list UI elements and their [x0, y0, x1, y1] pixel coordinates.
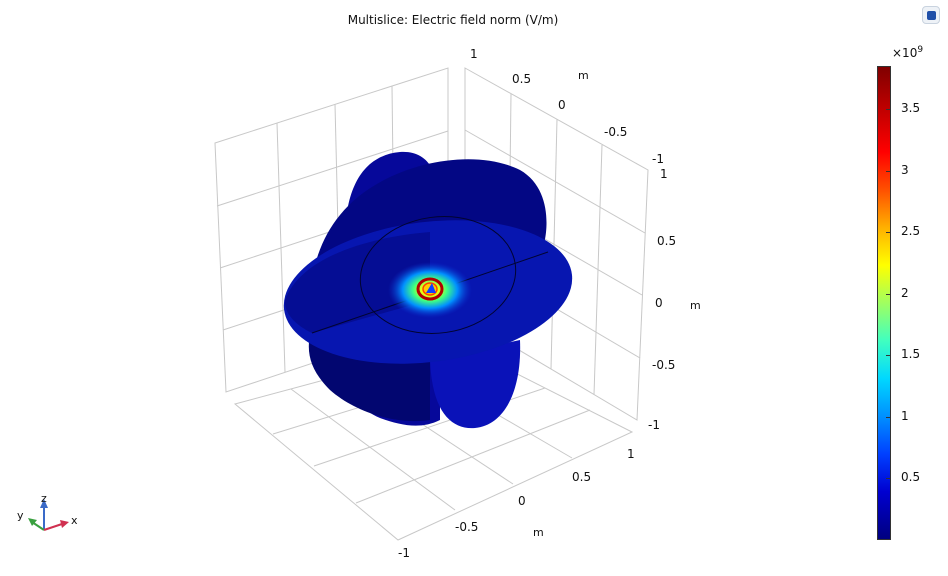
colorbar-multiplier: ×109	[892, 45, 924, 60]
inner-boundary	[359, 216, 517, 334]
colorbar-tick	[886, 171, 891, 172]
triad-z-label: z	[41, 492, 47, 505]
colorbar-tick	[886, 294, 891, 295]
colorbar	[877, 66, 891, 540]
colorbar-tick	[886, 109, 891, 110]
y-tick: 0	[558, 98, 566, 112]
x-tick: 0.5	[572, 470, 591, 484]
z-tick: 0	[655, 296, 663, 310]
colorbar-tick	[886, 417, 891, 418]
triad-y-label: y	[17, 509, 24, 522]
axis-triad: z y x	[17, 492, 78, 531]
x-tick: 1	[627, 447, 635, 461]
colorbar-tick-label: 1	[901, 409, 909, 423]
x-axis: 1 0.5 0 -0.5 -1 m	[398, 447, 635, 560]
colorbar-tick-label: 2.5	[901, 224, 921, 238]
field-slices	[283, 151, 573, 429]
z-tick: 1	[660, 167, 668, 181]
x-tick: 0	[518, 494, 526, 508]
y-tick: 0.5	[512, 72, 531, 86]
slice-horizontal-shade	[284, 232, 430, 333]
colorbar-tick-label: 3.5	[901, 101, 921, 115]
colorbar-tick-label: 2	[901, 286, 909, 300]
triad-x-label: x	[71, 514, 78, 527]
colorbar-tick-label: 3	[901, 163, 909, 177]
colorbar-tick-label: 1.5	[901, 347, 921, 361]
z-tick: -1	[648, 418, 660, 432]
field-core	[416, 277, 444, 301]
z-axis: 1 0.5 0 -0.5 -1 m	[648, 167, 701, 432]
plot-title: Multislice: Electric field norm (V/m)	[347, 13, 559, 27]
x-tick: -1	[398, 546, 410, 560]
field-center	[426, 283, 436, 293]
colorbar-tick-label: 0.5	[901, 470, 921, 484]
x-unit: m	[533, 526, 544, 539]
y-axis: 1 0.5 0 -0.5 -1 m	[470, 47, 664, 166]
z-tick: 0.5	[657, 234, 676, 248]
lower-lobe-right	[430, 340, 521, 429]
colorbar-tick	[886, 355, 891, 356]
y-tick: -1	[652, 152, 664, 166]
top-tick: 1	[470, 47, 478, 61]
x-tick: -0.5	[455, 520, 478, 534]
window-button[interactable]	[922, 6, 940, 24]
z-unit: m	[690, 299, 701, 312]
colorbar-tick	[886, 232, 891, 233]
colorbar-tick	[886, 478, 891, 479]
z-tick: -0.5	[652, 358, 675, 372]
window-icon	[927, 11, 936, 20]
y-unit: m	[578, 69, 589, 82]
y-tick: -0.5	[604, 125, 627, 139]
